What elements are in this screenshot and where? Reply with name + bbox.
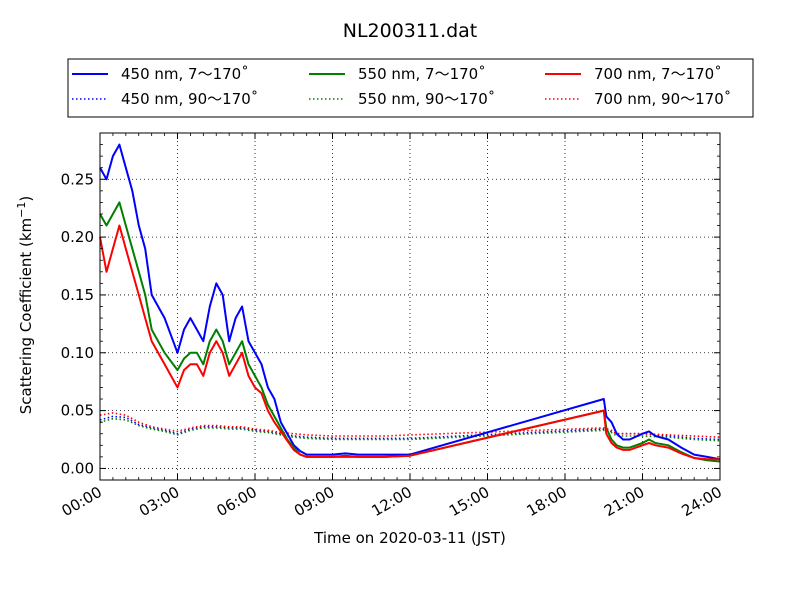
x-tick-label: 00:00: [59, 483, 105, 520]
x-tick-label: 06:00: [214, 483, 260, 520]
x-tick-label: 03:00: [136, 483, 182, 520]
x-axis-label: Time on 2020-03-11 (JST): [313, 529, 506, 547]
x-tick-label: 15:00: [446, 483, 492, 520]
y-axis-label-main: Scattering Coefficient (km: [17, 218, 35, 414]
y-axis-label-close: ): [17, 196, 35, 202]
plot-area: 00:00 03:00 06:00 09:00 12:00 15:00 18:00 21:00…: [59, 132, 725, 520]
y-tick-label: 0.05: [61, 402, 94, 420]
plot-background: [100, 133, 720, 480]
legend-label-0: 450 nm, 7～170˚: [121, 65, 249, 83]
y-axis-label: Scattering Coefficient (km−1): [15, 196, 35, 415]
series-line-0: [99, 143, 721, 461]
x-tick-label: 21:00: [601, 483, 647, 520]
legend: 450 nm, 7～170˚ 550 nm, 7～170˚ 700 nm, 7～17…: [67, 58, 754, 118]
y-tick-label: 0.15: [61, 286, 94, 304]
series-line-1: [99, 201, 721, 463]
legend-label-2: 700 nm, 7～170˚: [594, 65, 722, 83]
legend-label-1: 550 nm, 7～170˚: [358, 65, 486, 83]
x-tick-label: 09:00: [291, 483, 337, 520]
chart-title: NL200311.dat: [343, 20, 478, 42]
legend-frame: [67, 58, 754, 118]
legend-label-5: 700 nm, 90～170˚: [594, 90, 731, 108]
x-tick-label: 24:00: [679, 483, 725, 520]
series-line-2: [99, 224, 720, 461]
legend-label-3: 450 nm, 90～170˚: [121, 90, 258, 108]
y-tick-label: 0.10: [61, 344, 94, 362]
y-tick-label: 0.00: [61, 459, 94, 477]
y-tick-label: 0.20: [61, 228, 94, 246]
series-line-5: [99, 412, 721, 438]
legend-label-4: 550 nm, 90～170˚: [358, 90, 495, 108]
x-tick-label: 12:00: [369, 483, 415, 520]
x-tick-label: 18:00: [524, 483, 570, 520]
y-tick-label: 0.25: [61, 170, 94, 188]
series-line-4: [99, 417, 721, 442]
y-axis-label-sup: −1: [15, 202, 28, 218]
